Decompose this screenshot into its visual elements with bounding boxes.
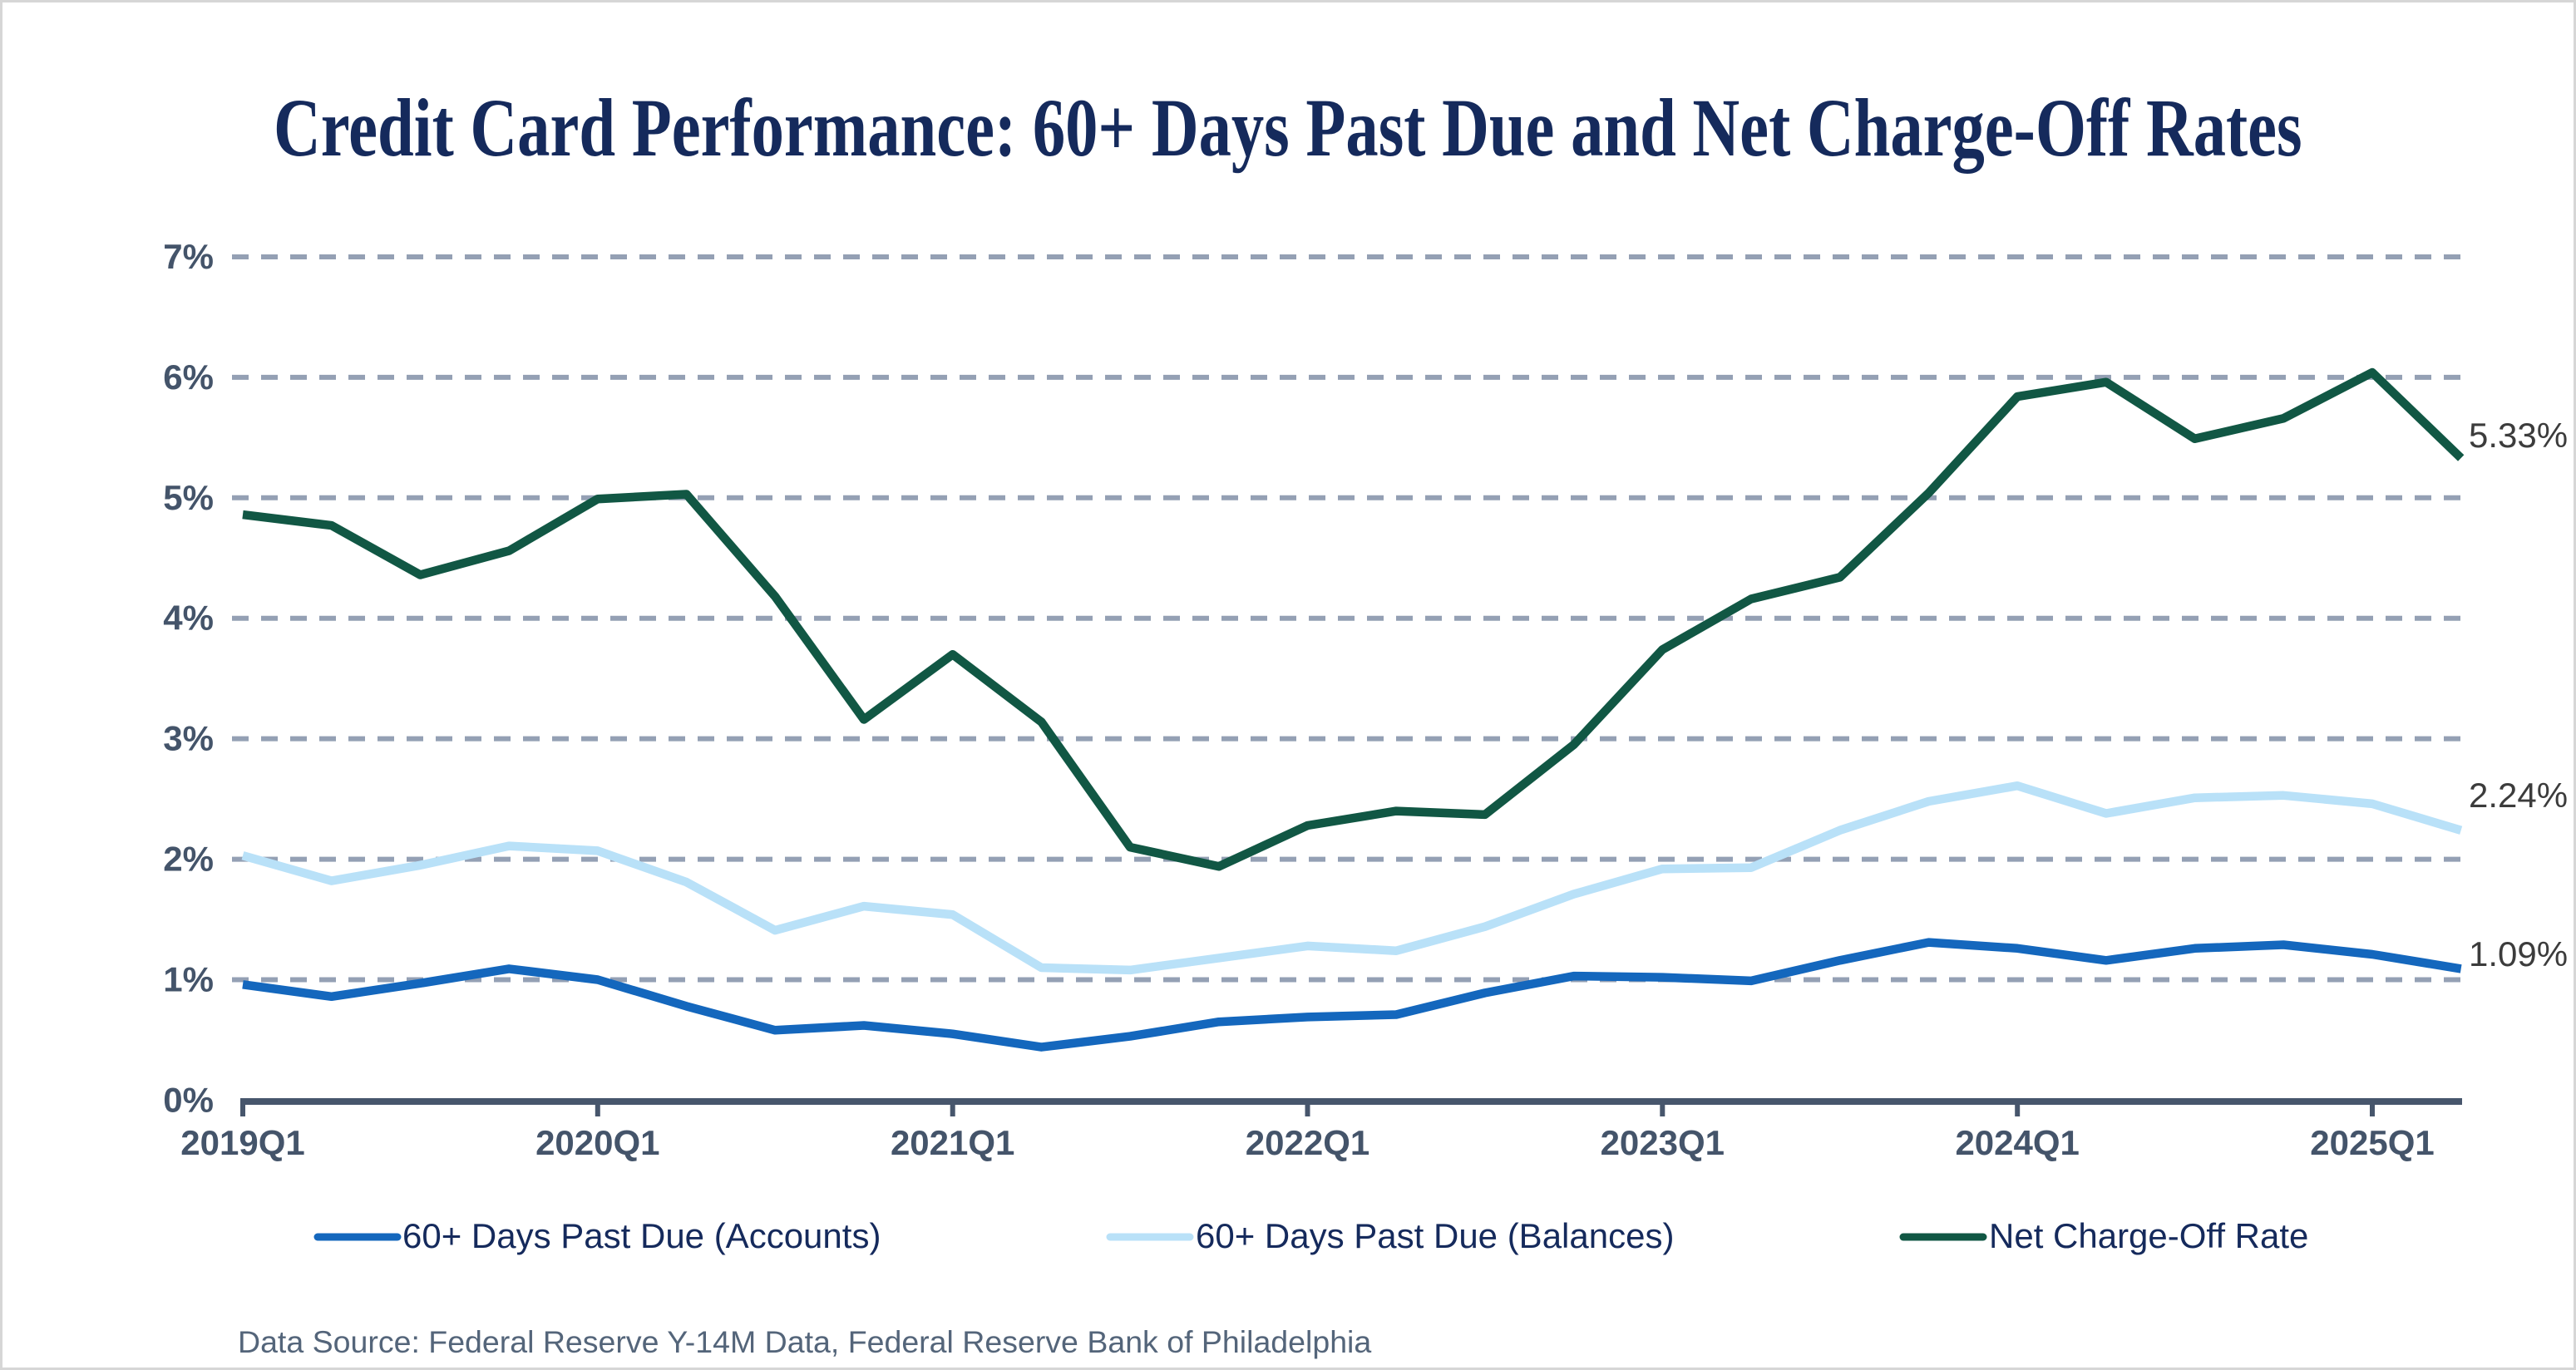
svg-text:4%: 4% xyxy=(163,599,214,638)
svg-text:7%: 7% xyxy=(163,237,214,276)
svg-text:1.09%: 1.09% xyxy=(2469,934,2568,973)
svg-text:5.33%: 5.33% xyxy=(2469,416,2568,455)
svg-text:2022Q1: 2022Q1 xyxy=(1246,1123,1369,1162)
svg-text:5%: 5% xyxy=(163,478,214,517)
svg-text:2019Q1: 2019Q1 xyxy=(180,1123,304,1162)
svg-text:60+ Days Past Due (Accounts): 60+ Days Past Due (Accounts) xyxy=(402,1216,881,1255)
svg-text:Credit Card Performance: 60+ D: Credit Card Performance: 60+ Days Past D… xyxy=(274,82,2302,174)
svg-text:2025Q1: 2025Q1 xyxy=(2310,1123,2434,1162)
svg-text:6%: 6% xyxy=(163,357,214,397)
svg-text:60+ Days Past Due (Balances): 60+ Days Past Due (Balances) xyxy=(1196,1216,1674,1255)
svg-text:2020Q1: 2020Q1 xyxy=(535,1123,659,1162)
svg-text:2%: 2% xyxy=(163,840,214,879)
svg-text:2021Q1: 2021Q1 xyxy=(891,1123,1014,1162)
svg-text:2024Q1: 2024Q1 xyxy=(1955,1123,2079,1162)
svg-text:1%: 1% xyxy=(163,960,214,999)
svg-text:Net Charge-Off Rate: Net Charge-Off Rate xyxy=(1989,1216,2308,1255)
svg-text:2023Q1: 2023Q1 xyxy=(1601,1123,1725,1162)
svg-text:3%: 3% xyxy=(163,719,214,758)
svg-text:2.24%: 2.24% xyxy=(2469,776,2568,815)
svg-text:0%: 0% xyxy=(163,1080,214,1119)
svg-text:Data Source: Federal Reserve Y: Data Source: Federal Reserve Y-14M Data,… xyxy=(238,1324,1371,1359)
